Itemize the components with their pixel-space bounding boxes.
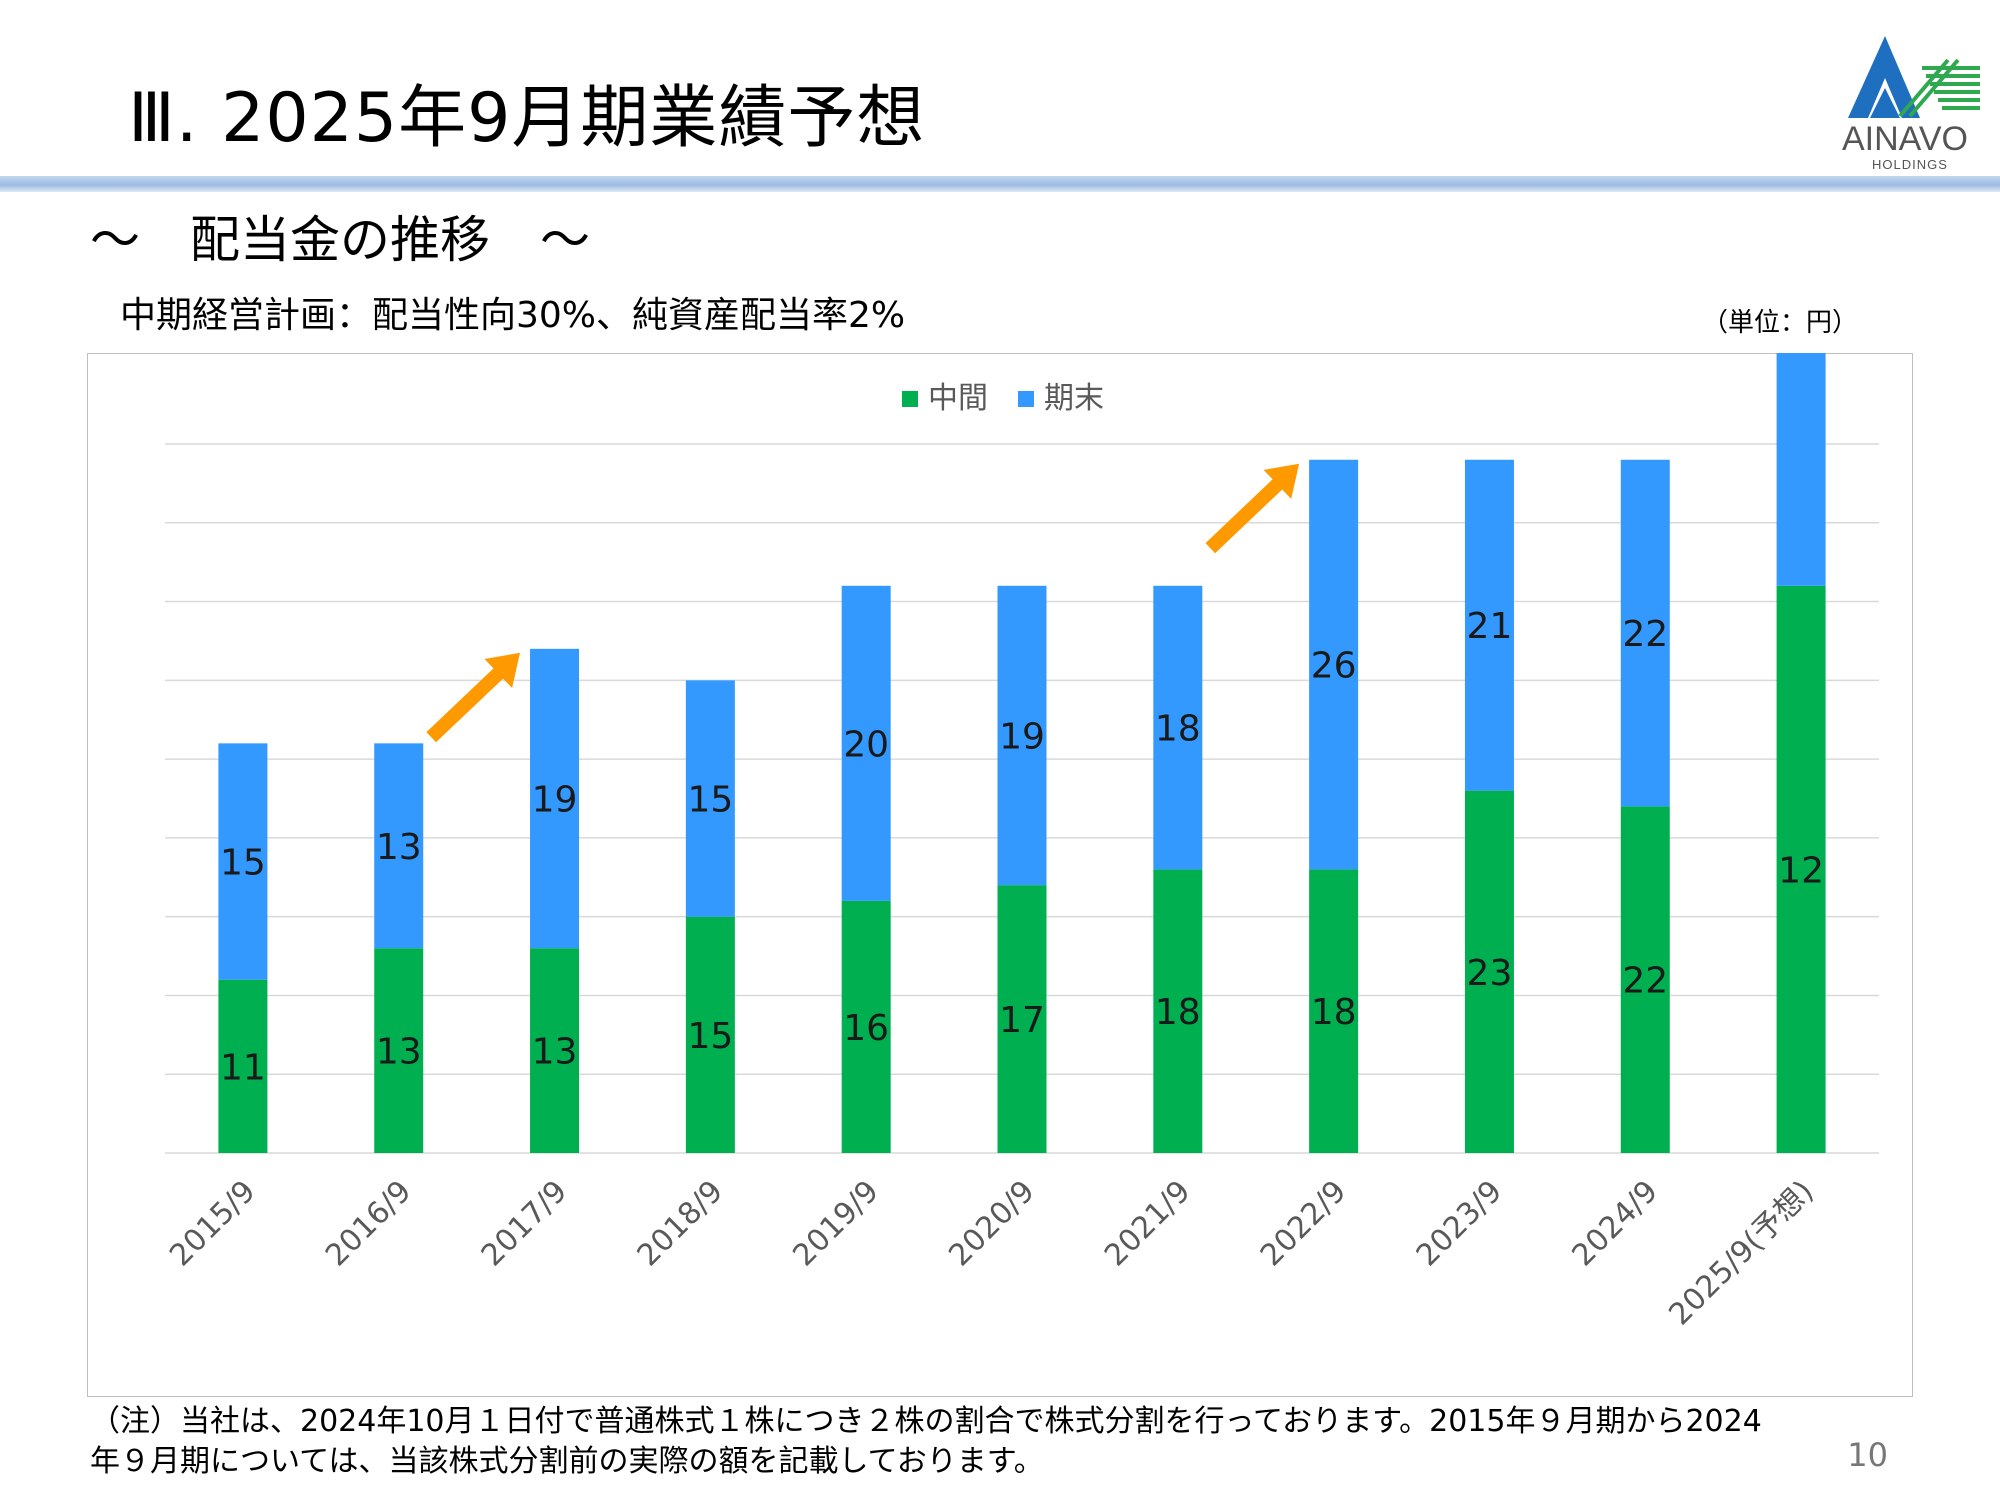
plan-text: 中期経営計画：配当性向30%、純資産配当率2% [120, 295, 906, 336]
x-tick-label: 2018/9 [631, 1174, 730, 1273]
x-tick-label: 2025/9(予想) [1662, 1174, 1820, 1332]
chart-frame [87, 353, 1913, 1397]
bar-interim [218, 979, 268, 1153]
data-label-year-end: 15 [220, 843, 266, 884]
legend-swatch-interim [902, 391, 918, 407]
data-label-interim: 15 [687, 1016, 733, 1057]
data-label-year-end: 21 [1467, 606, 1513, 647]
bar-interim [1620, 806, 1670, 1153]
logo-text: AINAVO [1842, 120, 1968, 158]
data-label-interim: 23 [1467, 953, 1513, 994]
data-label-interim: 16 [843, 1008, 889, 1049]
footnote: （注）当社は、2024年10月１日付で普通株式１株につき２株の割合で株式分割を行… [90, 1404, 1762, 1479]
data-label-year-end: 13 [376, 827, 422, 868]
bar-year-end [1309, 459, 1359, 870]
data-label-year-end: 15 [687, 780, 733, 821]
bar-year-end [1153, 585, 1203, 870]
data-label-interim: 13 [532, 1032, 578, 1073]
x-tick-label: 2020/9 [942, 1174, 1041, 1273]
bar-year-end [1620, 459, 1670, 807]
bar-interim [1309, 869, 1359, 1153]
data-label-interim: 11 [220, 1047, 266, 1088]
bar-interim [1776, 585, 1826, 1153]
bar-year-end [1464, 459, 1514, 791]
ainavo-logo [1848, 36, 1980, 118]
bar-year-end [530, 648, 580, 949]
x-tick-label: 2017/9 [475, 1174, 574, 1273]
data-label-year-end: 26 [1311, 646, 1357, 687]
data-label-interim: 13 [376, 1032, 422, 1073]
bar-year-end [997, 585, 1047, 886]
bar-interim [1464, 790, 1514, 1153]
x-tick-label: 2015/9 [163, 1174, 262, 1273]
bar-year-end [218, 743, 268, 980]
x-tick-label: 2024/9 [1566, 1174, 1665, 1273]
unit-label: （単位：円） [1701, 308, 1858, 338]
legend-label-interim: 中間 [928, 381, 988, 416]
section-subtitle: ～ 配当金の推移 ～ [90, 211, 590, 269]
data-label-year-end: 20 [843, 724, 889, 765]
growth-arrow [426, 652, 520, 743]
bar-interim [841, 900, 891, 1153]
bar-year-end [841, 585, 891, 901]
data-label-year-end: 22 [1622, 614, 1668, 655]
data-label-year-end: 18 [1155, 709, 1201, 750]
x-tick-label: 2022/9 [1254, 1174, 1353, 1273]
data-label-interim: 18 [1155, 992, 1201, 1033]
bar-interim [530, 948, 580, 1153]
data-label-interim: 18 [1311, 992, 1357, 1033]
bar-interim [1153, 869, 1203, 1153]
growth-arrow [1205, 463, 1300, 554]
data-label-interim: 22 [1622, 961, 1668, 1002]
bar-year-end [374, 743, 424, 949]
bar-interim [685, 916, 735, 1153]
x-tick-label: 2023/9 [1410, 1174, 1509, 1273]
data-label-year-end: 19 [532, 780, 578, 821]
data-label-year-end: 19 [999, 716, 1045, 757]
bar-year-end [685, 680, 735, 917]
data-label-interim: 17 [999, 1000, 1045, 1041]
title-divider [0, 176, 2000, 192]
logo-subtext: HOLDINGS [1872, 157, 1948, 172]
x-tick-label: 2021/9 [1098, 1174, 1197, 1273]
bar-interim [997, 885, 1047, 1153]
dividend-chart: 中間 期末 11 15 2015/9 13 13 2016/9 13 19 2017/9 15 15 20… [163, 353, 1879, 1332]
x-tick-label: 2016/9 [319, 1174, 418, 1273]
legend-label-year-end: 期末 [1044, 381, 1104, 416]
x-tick-label: 2019/9 [786, 1174, 885, 1273]
legend-swatch-year-end [1018, 391, 1034, 407]
page-number: 10 [1847, 1436, 1888, 1474]
bar-year-end [1776, 353, 1826, 586]
page-title: Ⅲ. 2025年9月期業績予想 [128, 79, 926, 158]
bar-interim [374, 948, 424, 1153]
data-label-interim: 12 [1778, 850, 1824, 891]
